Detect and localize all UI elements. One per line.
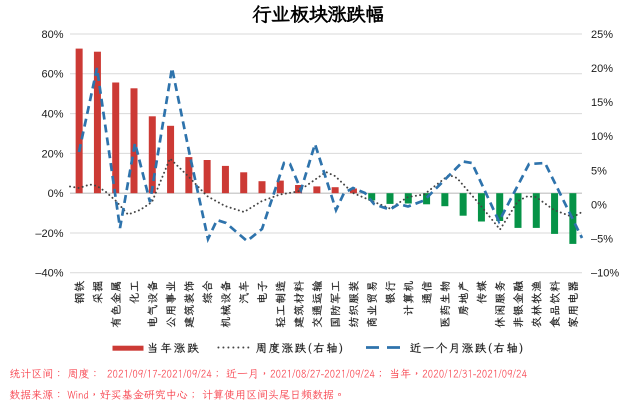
svg-text:–20%: –20% (35, 228, 63, 240)
svg-text:0%: 0% (48, 188, 64, 200)
svg-text:60%: 60% (41, 69, 63, 81)
svg-text:10%: 10% (591, 131, 613, 143)
svg-text:80%: 80% (41, 29, 63, 41)
svg-text:–40%: –40% (35, 268, 63, 280)
svg-text:20%: 20% (591, 63, 613, 75)
svg-text:–5%: –5% (591, 234, 613, 246)
svg-text:40%: 40% (41, 109, 63, 121)
svg-text:25%: 25% (591, 29, 613, 41)
svg-text:0%: 0% (591, 200, 607, 212)
svg-text:20%: 20% (41, 148, 63, 160)
svg-text:–10%: –10% (591, 268, 619, 280)
svg-text:15%: 15% (591, 97, 613, 109)
svg-text:5%: 5% (591, 165, 607, 177)
